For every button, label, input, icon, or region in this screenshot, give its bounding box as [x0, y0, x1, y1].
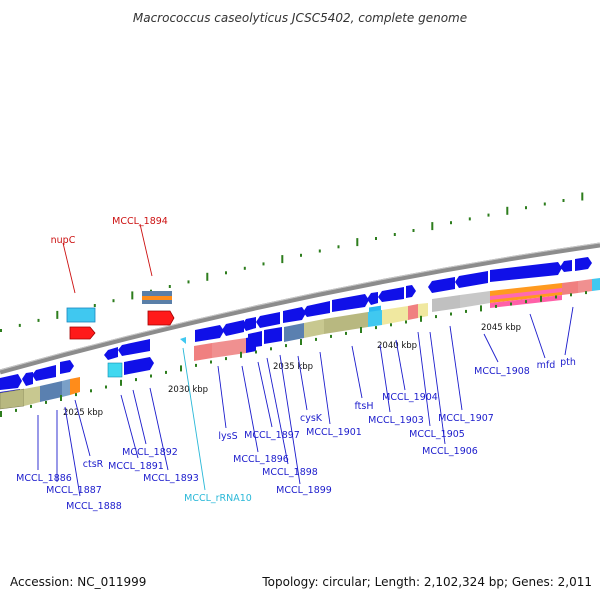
gene-label[interactable]: MCCL_1904: [382, 392, 438, 403]
gene-label[interactable]: MCCL_1892: [122, 447, 178, 458]
genome-backbone-highlight: [0, 242, 600, 371]
gene-label[interactable]: MCCL_1901: [306, 427, 362, 438]
scale-label: 2035 kbp: [273, 362, 313, 372]
feature-MCCL_1894: [142, 291, 175, 326]
leader-line: [266, 357, 289, 465]
gene-label[interactable]: MCCL_1905: [409, 429, 465, 440]
gene-label[interactable]: MCCL_1893: [143, 473, 199, 484]
leader-line: [139, 223, 153, 277]
gene-label[interactable]: MCCL_1906: [422, 446, 478, 457]
leader-line: [241, 365, 259, 453]
leader-line: [149, 387, 169, 471]
leader-line: [449, 325, 463, 411]
gene-label[interactable]: MCCL_1886: [16, 473, 72, 484]
gene-label[interactable]: ctsR: [83, 459, 104, 470]
leader-line: [319, 351, 331, 425]
leader-line: [529, 313, 546, 359]
gene-band-lower: [0, 278, 600, 410]
leader-line: [483, 333, 499, 363]
leader-line: [217, 365, 227, 429]
scale-label: 2030 kbp: [168, 385, 208, 395]
gene-label[interactable]: MCCL_1894: [112, 216, 168, 227]
gene-label[interactable]: cysK: [300, 413, 323, 424]
leader-line: [64, 406, 81, 497]
leader-lines: [37, 223, 574, 497]
scale-label: 2025 kbp: [63, 408, 103, 418]
gene-label[interactable]: MCCL_1908: [474, 366, 530, 377]
gene-label[interactable]: mfd: [537, 360, 556, 371]
gene-label[interactable]: MCCL_1887: [46, 485, 102, 496]
inner-ticks: [0, 291, 587, 417]
gene-label[interactable]: MCCL_1898: [262, 467, 318, 478]
leader-line: [417, 331, 431, 427]
gene-label[interactable]: MCCL_1891: [108, 461, 164, 472]
gene-label[interactable]: MCCL_1896: [233, 454, 289, 465]
leader-line: [132, 389, 147, 445]
gene-label[interactable]: MCCL_1899: [276, 485, 332, 496]
leader-line: [74, 399, 91, 457]
leader-line: [429, 331, 446, 445]
gene-label[interactable]: nupC: [51, 235, 76, 246]
gene-band-upper: [0, 257, 592, 390]
leader-line: [395, 339, 406, 391]
leader-line: [62, 242, 76, 294]
gene-label[interactable]: MCCL_1897: [244, 430, 300, 441]
leader-line: [351, 345, 363, 399]
genome-backbone: [0, 242, 600, 375]
leader-line: [297, 355, 308, 411]
gene-label[interactable]: MCCL_1907: [438, 413, 494, 424]
scale-ring: [0, 192, 584, 332]
accession-text: Accession: NC_011999: [10, 575, 146, 589]
leader-line: [564, 306, 574, 356]
gene-label[interactable]: pth: [560, 357, 576, 368]
leader-line: [182, 347, 206, 491]
leader-line: [257, 361, 273, 428]
gene-label[interactable]: ftsH: [355, 401, 374, 412]
leader-line: [379, 344, 391, 413]
leader-line: [279, 354, 301, 485]
feature-nupC: [66, 307, 96, 340]
gene-label[interactable]: MCCL_1888: [66, 501, 122, 512]
topology-summary: Topology: circular; Length: 2,102,324 bp…: [261, 575, 592, 589]
gene-label[interactable]: lysS: [218, 431, 237, 442]
leader-line: [120, 394, 139, 459]
scale-ticks: [0, 192, 584, 332]
map-title: Macrococcus caseolyticus JCSC5402, compl…: [133, 11, 467, 25]
gene-label[interactable]: MCCL_1903: [368, 415, 424, 426]
scale-label: 2045 kbp: [481, 323, 521, 333]
gene-label[interactable]: MCCL_rRNA10: [184, 493, 252, 504]
